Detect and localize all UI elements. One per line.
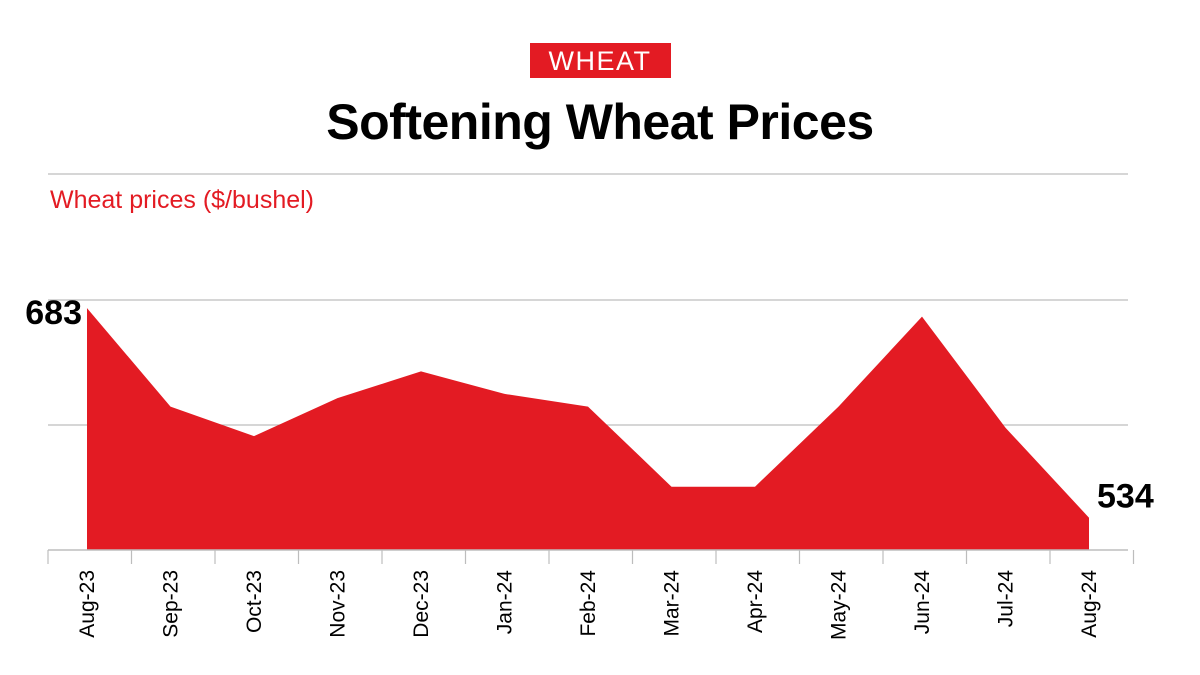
x-tick-label: Dec-23 — [410, 570, 433, 638]
area-series — [86, 308, 1090, 550]
x-tick-label: Mar-24 — [661, 570, 684, 637]
x-tick-label: Jan-24 — [494, 570, 517, 635]
x-tick-label: May-24 — [828, 570, 851, 640]
data-label: 683 — [25, 294, 82, 332]
x-tick-label: Aug-23 — [76, 570, 99, 638]
data-label: 534 — [1097, 478, 1154, 516]
tag-wrapper: WHEAT — [0, 43, 1200, 78]
x-tick-label: Jul-24 — [995, 570, 1018, 628]
x-tick-labels: Aug-23 Sep-23 Oct-23 Nov-23 Dec-23 Jan-24 Feb-… — [76, 570, 1101, 640]
x-tick-label: Nov-23 — [327, 570, 350, 638]
x-tick-label: Feb-24 — [577, 570, 600, 637]
chart-title: Softening Wheat Prices — [326, 94, 874, 150]
x-tick-label: Oct-23 — [243, 570, 266, 633]
x-axis — [47, 549, 1135, 564]
category-tag: WHEAT — [529, 43, 671, 78]
x-tick-label: Sep-23 — [160, 570, 183, 638]
x-tick-label: Apr-24 — [744, 570, 767, 633]
price-area — [87, 308, 1089, 550]
y-axis-label: Wheat prices ($/bushel) — [50, 186, 315, 214]
data-labels: 683 534 — [25, 294, 1154, 516]
x-tick-label: Aug-24 — [1078, 570, 1101, 638]
x-tick-label: Jun-24 — [911, 570, 934, 635]
